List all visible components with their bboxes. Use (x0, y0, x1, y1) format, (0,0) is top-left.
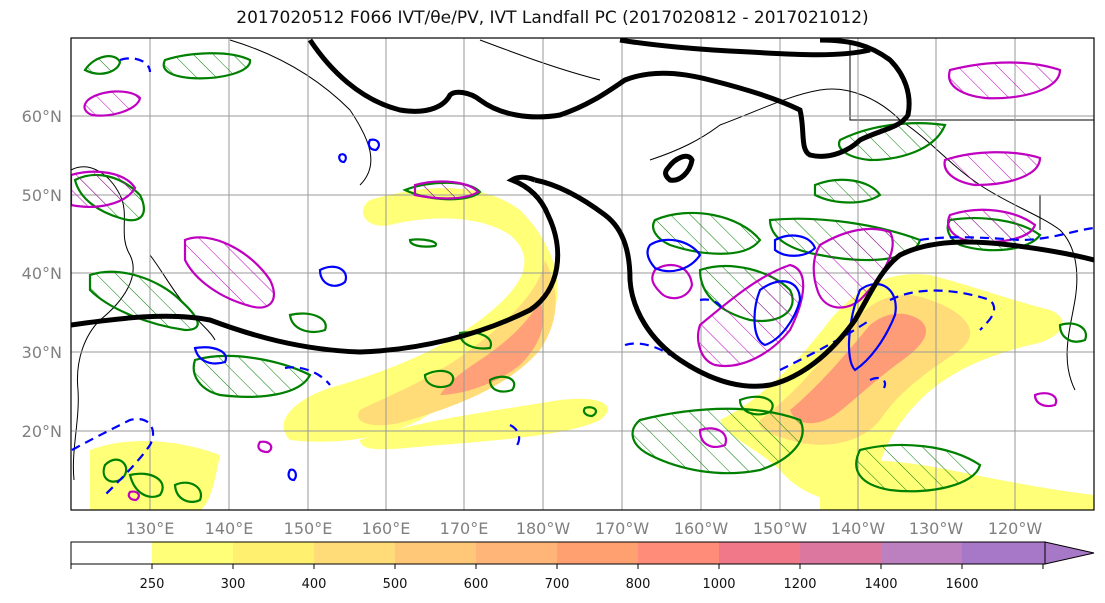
lon-label: 150°E (284, 519, 333, 538)
lon-label: 180°W (516, 519, 571, 538)
colorbar-tick-label: 1200 (783, 577, 816, 592)
latitude-labels: 60°N 50°N 40°N 30°N 20°N (22, 107, 62, 441)
lon-label: 140°W (831, 519, 886, 538)
lat-label: 50°N (22, 186, 62, 205)
lon-label: 150°W (753, 519, 808, 538)
colorbar-segment (557, 542, 638, 564)
colorbar-segment (152, 542, 233, 564)
lon-label: 140°E (205, 519, 254, 538)
lat-label: 20°N (22, 422, 62, 441)
plot-title: 2017020512 F066 IVT/θe/PV, IVT Landfall … (236, 8, 869, 28)
colorbar-tick-label: 300 (221, 577, 246, 592)
lon-label: 160°W (674, 519, 729, 538)
colorbar-tick-label: 1400 (864, 577, 897, 592)
lon-label: 130°E (126, 519, 175, 538)
colorbar-segment (395, 542, 476, 564)
colorbar-segment (881, 542, 962, 564)
colorbar-ticks (70, 564, 1044, 569)
colorbar-tick-label: 700 (545, 577, 570, 592)
colorbar-tick-label: 600 (464, 577, 489, 592)
lon-label: 160°E (362, 519, 411, 538)
ivt-contours (71, 38, 1094, 389)
colorbar-tick-label: 800 (626, 577, 651, 592)
colorbar-segment (800, 542, 881, 564)
colorbar-tick-label: 400 (302, 577, 327, 592)
colorbar-tick-label: 1600 (945, 577, 978, 592)
colorbar-extend-arrow (1044, 541, 1095, 565)
colorbar-tick-label: 250 (140, 577, 165, 592)
lon-label: 130°W (909, 519, 964, 538)
lat-label: 30°N (22, 343, 62, 362)
colorbar-tick-label: 500 (383, 577, 408, 592)
colorbar-segment (638, 542, 719, 564)
lon-label: 120°W (988, 519, 1043, 538)
colorbar-segments (71, 542, 1045, 564)
lon-label: 170°W (595, 519, 650, 538)
pv-positive-contours (71, 61, 1062, 502)
pv-negative-contours (71, 57, 1094, 496)
colorbar-tick-label: 1000 (702, 577, 735, 592)
map-frame (70, 37, 1095, 511)
colorbar-segment (719, 542, 800, 564)
colorbar-segment (233, 542, 314, 564)
colorbar-segment (476, 542, 557, 564)
lat-label: 40°N (22, 264, 62, 283)
colorbar-segment (962, 542, 1045, 564)
lat-label: 60°N (22, 107, 62, 126)
colorbar: 250 300 400 500 600 700 800 1000 1200 14… (70, 541, 1095, 592)
colorbar-frame (70, 541, 1046, 565)
lon-label: 170°E (440, 519, 489, 538)
colorbar-segment (314, 542, 395, 564)
colorbar-labels: 250 300 400 500 600 700 800 1000 1200 14… (140, 577, 979, 592)
longitude-labels: 130°E 140°E 150°E 160°E 170°E 180°W 170°… (126, 519, 1043, 538)
graticule (71, 38, 1094, 510)
colorbar-segment (71, 542, 152, 564)
